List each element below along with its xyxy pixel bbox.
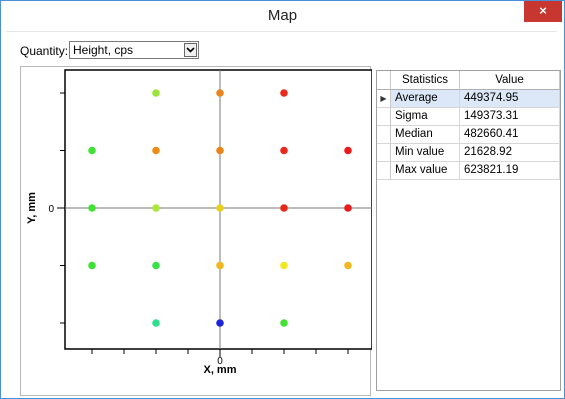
map-point[interactable]	[216, 261, 224, 270]
quantity-select[interactable]: Height, cps	[69, 41, 199, 59]
map-point[interactable]	[280, 319, 288, 327]
table-row[interactable]: Min value 21628.92	[377, 144, 560, 162]
map-point[interactable]	[280, 204, 288, 212]
x-tick-label: 0	[217, 356, 223, 367]
table-row[interactable]: Max value 623821.19	[377, 162, 560, 180]
map-point[interactable]	[344, 146, 352, 155]
map-point[interactable]	[152, 204, 160, 212]
map-plot-panel: 0 0 X, mm Y, mm	[20, 66, 372, 397]
quantity-select-value: Height, cps	[73, 43, 134, 57]
map-point[interactable]	[88, 146, 96, 155]
map-point[interactable]	[280, 146, 288, 155]
cell-value: 623821.19	[460, 162, 560, 180]
x-axis-ticks	[91, 349, 349, 357]
row-header	[377, 126, 391, 144]
column-header-value[interactable]: Value	[460, 71, 560, 90]
column-header-statistics[interactable]: Statistics	[391, 71, 460, 90]
close-button[interactable]: ×	[524, 1, 562, 22]
cell-value: 482660.41	[460, 126, 560, 144]
statistics-table: Statistics Value ▶ Average 449374.95 Sig…	[376, 70, 561, 391]
map-point[interactable]	[216, 319, 224, 327]
map-point[interactable]	[344, 261, 352, 270]
map-point[interactable]	[152, 319, 160, 327]
map-point[interactable]	[280, 261, 288, 270]
map-plot[interactable]: 0 0 X, mm Y, mm	[21, 67, 372, 397]
row-header	[377, 108, 391, 126]
map-point[interactable]	[216, 89, 224, 97]
map-point[interactable]	[152, 89, 160, 97]
map-point[interactable]	[216, 146, 224, 155]
map-point[interactable]	[216, 204, 224, 212]
map-points	[88, 89, 352, 327]
cell-value: 149373.31	[460, 108, 560, 126]
map-point[interactable]	[88, 204, 96, 212]
map-point[interactable]	[152, 261, 160, 270]
map-point[interactable]	[152, 146, 160, 155]
current-row-marker-icon: ▶	[377, 90, 391, 108]
y-axis-label: Y, mm	[26, 192, 38, 224]
title-bar[interactable]: Map ×	[1, 1, 564, 31]
map-point[interactable]	[344, 204, 352, 212]
table-row[interactable]: Median 482660.41	[377, 126, 560, 144]
table-row[interactable]: Sigma 149373.31	[377, 108, 560, 126]
row-header	[377, 162, 391, 180]
x-axis-label: X, mm	[203, 364, 236, 376]
cell-statistic: Median	[391, 126, 460, 144]
map-point[interactable]	[88, 261, 96, 270]
cell-statistic: Sigma	[391, 108, 460, 126]
map-point[interactable]	[280, 89, 288, 97]
cell-value: 21628.92	[460, 144, 560, 162]
cell-statistic: Max value	[391, 162, 460, 180]
cell-statistic: Min value	[391, 144, 460, 162]
chevron-down-icon[interactable]	[184, 43, 197, 57]
y-tick-label: 0	[48, 204, 54, 215]
row-header-corner	[377, 71, 391, 90]
quantity-label: Quantity:	[20, 44, 69, 58]
row-header	[377, 144, 391, 162]
y-axis-ticks	[57, 92, 65, 324]
window-title: Map	[267, 7, 298, 24]
cell-value: 449374.95	[460, 90, 560, 108]
cell-statistic: Average	[391, 90, 460, 108]
table-row[interactable]: ▶ Average 449374.95	[377, 90, 560, 108]
